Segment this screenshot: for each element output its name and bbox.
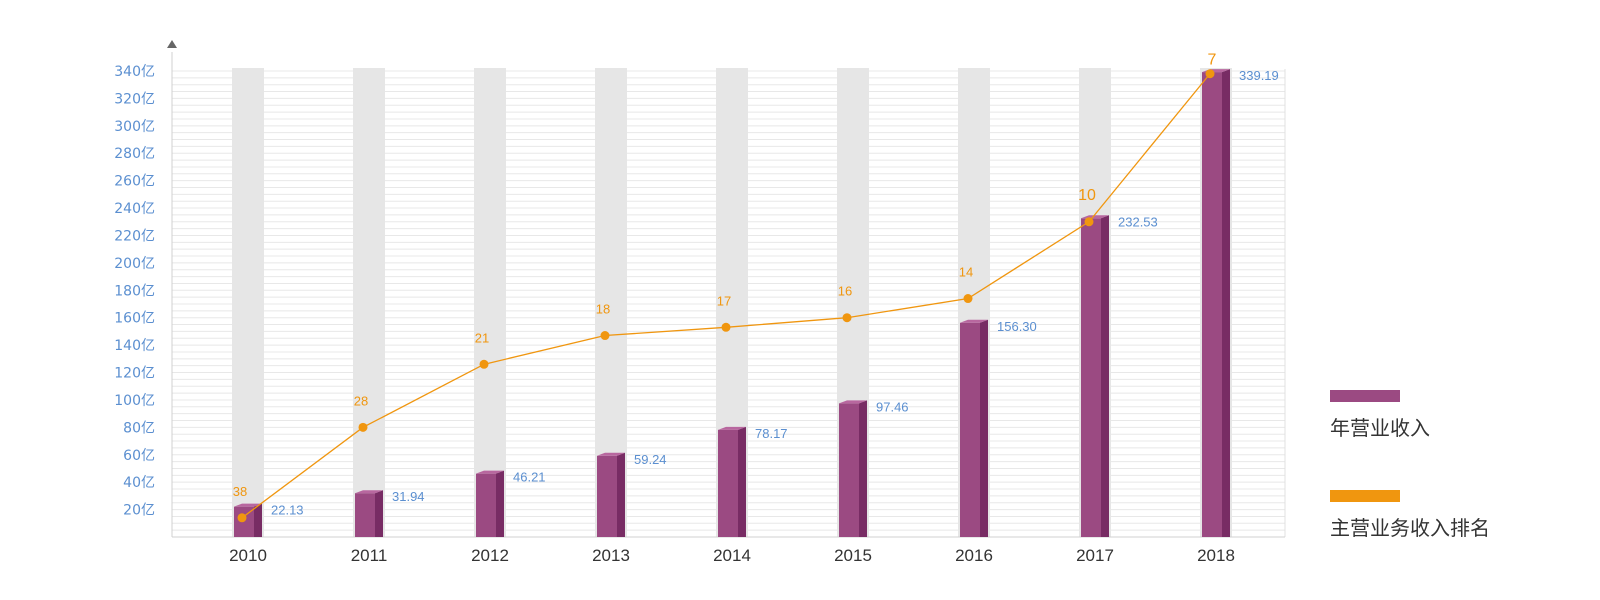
rank-point [1084,217,1094,227]
rank-value-label: 16 [838,284,852,299]
chart-labels: 22.13 31.94 46.21 59.24 78.17 97.46 156.30 232.… [233,52,1279,518]
revenue-value-label: 232.53 [1118,214,1158,229]
rank-value-label: 10 [1078,187,1096,204]
rank-point [721,322,731,332]
y-tick-label: 120亿 [114,366,155,382]
revenue-bar-top [355,490,383,494]
y-axis-arrow-icon [167,40,177,48]
y-tick-label: 160亿 [114,311,155,327]
legend-item-revenue: 年营业收入 [1330,390,1430,441]
y-tick-label: 40亿 [123,475,155,491]
revenue-bar [476,473,496,537]
y-tick-label: 60亿 [123,448,155,464]
revenue-bar-top [476,470,504,474]
revenue-bar-side [254,503,262,537]
y-tick-label: 100亿 [114,393,155,409]
rank-value-label: 21 [475,330,489,345]
revenue-value-label: 59.24 [634,452,667,467]
rank-value-label: 28 [354,393,368,408]
rank-value-label: 7 [1208,52,1217,69]
revenue-value-label: 22.13 [271,503,304,518]
revenue-bar-side [496,470,504,537]
rank-point [479,359,489,369]
y-tick-label: 240亿 [114,201,155,217]
revenue-value-label: 97.46 [876,399,909,414]
revenue-bar-side [980,319,988,537]
bar-track [232,68,264,537]
x-tick-label: 2017 [1076,546,1114,565]
x-tick-label: 2010 [229,546,267,565]
rank-point [358,422,368,432]
y-tick-label: 260亿 [114,174,155,190]
revenue-value-label: 46.21 [513,470,546,485]
revenue-value-label: 156.30 [997,319,1037,334]
x-tick-label: 2013 [592,546,630,565]
y-tick-label: 200亿 [114,256,155,272]
revenue-bar-top [960,319,988,323]
rank-value-label: 17 [717,293,731,308]
y-tick-label: 140亿 [114,338,155,354]
revenue-bar-side [1222,69,1230,538]
revenue-bar-side [738,426,746,537]
revenue-bar-top [839,400,867,404]
revenue-bar-side [859,400,867,537]
legend-item-rank: 主营业务收入排名 [1330,490,1490,541]
revenue-bar [1202,72,1222,538]
x-tick-label: 2015 [834,546,872,565]
x-tick-label: 2014 [713,546,751,565]
x-tick-label: 2011 [351,546,388,565]
x-tick-label: 2012 [471,546,509,565]
bar-track [474,68,506,537]
x-tick-label: 2018 [1197,546,1235,565]
y-tick-label: 20亿 [123,503,155,519]
revenue-bar [1081,218,1101,537]
y-tick-label: 80亿 [123,420,155,436]
legend-swatch-revenue [1330,390,1400,402]
revenue-bar [597,455,617,537]
rank-point [600,331,610,341]
revenue-bar [839,403,859,537]
axes: 20亿 40亿 60亿 80亿 100亿 120亿 140亿 160亿 180亿 200亿 220亿… [114,40,1285,565]
revenue-bar-top [597,452,625,456]
revenue-bar-side [617,452,625,537]
legend-label-rank: 主营业务收入排名 [1330,516,1490,540]
rank-point [842,313,852,323]
rank-value-label: 14 [959,265,973,280]
rank-point [237,513,247,523]
rank-value-label: 38 [233,484,247,499]
legend-label-revenue: 年营业收入 [1330,416,1430,440]
revenue-bar [718,429,738,537]
revenue-value-label: 339.19 [1239,68,1279,83]
revenue-bar-top [718,426,746,430]
y-tick-label: 180亿 [114,283,155,299]
revenue-bar-top [234,503,262,507]
rank-point [963,294,973,304]
y-tick-label: 300亿 [114,119,155,135]
bar-track [353,68,385,537]
y-tick-label: 320亿 [114,91,155,107]
rank-point [1205,69,1215,79]
revenue-value-label: 31.94 [392,489,425,504]
revenue-bar [355,493,375,537]
revenue-bars [234,69,1230,538]
y-tick-label: 220亿 [114,228,155,244]
rank-line [237,69,1215,523]
y-tick-label: 340亿 [114,64,155,80]
revenue-bar-side [375,490,383,537]
legend-swatch-rank [1330,490,1400,502]
y-tick-label: 280亿 [114,146,155,162]
revenue-value-label: 78.17 [755,426,788,441]
revenue-bar-side [1101,215,1109,537]
revenue-bar [960,322,980,537]
rank-value-label: 18 [596,302,610,317]
x-tick-label: 2016 [955,546,993,565]
